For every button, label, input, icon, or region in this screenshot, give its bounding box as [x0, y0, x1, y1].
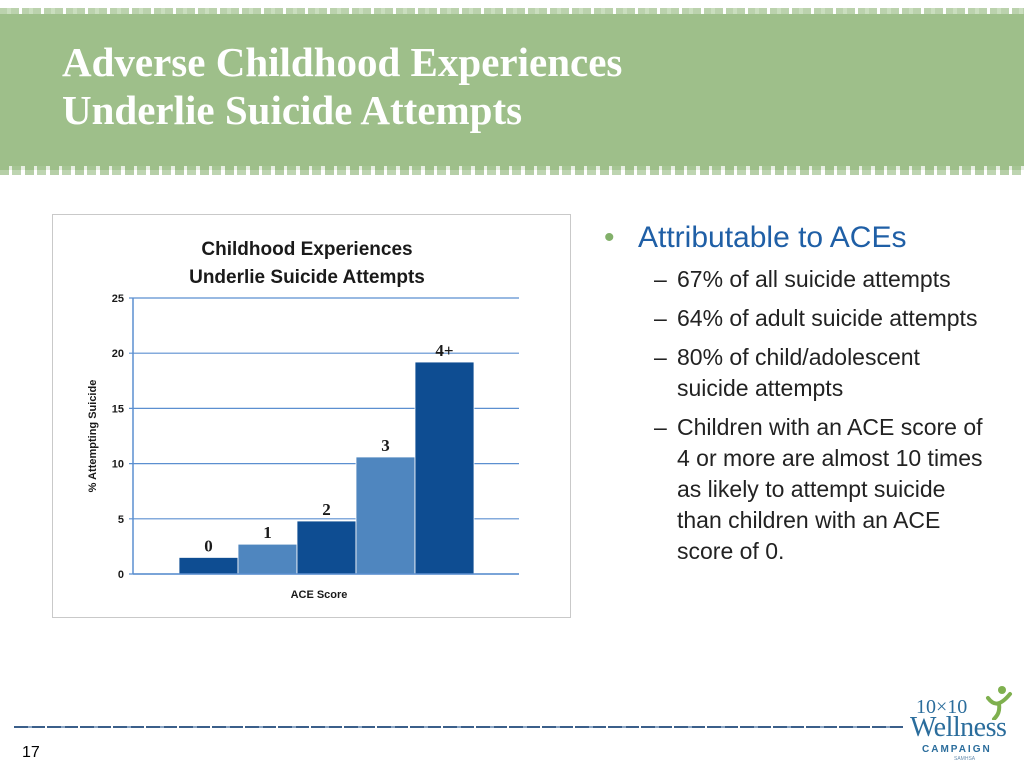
- sub-bullet-text: 67% of all suicide attempts: [677, 266, 951, 292]
- chart-title-line-1: Childhood Experiences: [201, 239, 412, 260]
- sub-bullet-item: – Children with an ACE score of 4 or more…: [604, 412, 983, 567]
- bar: [178, 557, 239, 575]
- bar: [237, 543, 298, 575]
- sub-bullet-list: –67% of all suicide attempts –64% of adu…: [604, 264, 1004, 567]
- footer-divider: [14, 726, 904, 728]
- sub-bullet-item: –67% of all suicide attempts: [604, 264, 983, 295]
- header-rough-edge-top: [0, 8, 1024, 18]
- bar-category-label: 3: [381, 436, 390, 455]
- dash-icon: –: [654, 344, 667, 370]
- bar: [296, 520, 357, 575]
- dash-icon: –: [654, 414, 667, 440]
- y-tick-label: 25: [112, 293, 124, 305]
- y-axis-label: % Attempting Suicide: [87, 380, 99, 493]
- chart-frame: Childhood Experiences Underlie Suicide A…: [52, 214, 571, 618]
- sub-bullet-item: –80% of child/adolescent suicide attempt…: [604, 342, 983, 404]
- slide-title: Adverse Childhood Experiences Underlie S…: [62, 38, 962, 134]
- y-axis-tick-labels: 0 5 10 15 20 25: [112, 293, 124, 581]
- sub-bullet-text: Children with an ACE score of 4 or more …: [677, 414, 983, 564]
- y-tick-label: 5: [118, 514, 124, 526]
- header-rough-edge-bottom: [0, 166, 1024, 175]
- slide-title-line-1: Adverse Childhood Experiences: [62, 39, 623, 85]
- logo-sub-text: SAMHSA: [954, 756, 976, 762]
- bar: [414, 361, 475, 575]
- logo-top-text: 10×10: [916, 696, 968, 718]
- logo-main-text: Wellness: [910, 712, 1007, 743]
- bar-category-label: 4+: [435, 341, 453, 360]
- person-figure-icon: [986, 686, 1012, 720]
- bar-category-label: 0: [204, 536, 213, 555]
- chart-title-line-2: Underlie Suicide Attempts: [189, 267, 425, 288]
- wellness-campaign-logo: 10×10 Wellness CAMPAIGN SAMHSA: [910, 684, 1014, 762]
- ace-suicide-bar-chart: Childhood Experiences Underlie Suicide A…: [87, 239, 519, 601]
- bullet-dot-icon: •: [604, 221, 615, 254]
- y-tick-label: 20: [112, 348, 124, 360]
- y-tick-label: 0: [118, 569, 124, 581]
- bar: [355, 456, 416, 575]
- y-tick-label: 15: [112, 403, 124, 415]
- sub-bullet-text: 80% of child/adolescent suicide attempts: [677, 344, 920, 401]
- page-number: 17: [22, 744, 40, 761]
- bullet-list: • Attributable to ACEs –67% of all suici…: [604, 218, 1004, 575]
- title-banner: [0, 14, 1024, 170]
- chart-bars: [178, 361, 475, 575]
- y-tick-label: 10: [112, 459, 124, 471]
- slide-title-line-2: Underlie Suicide Attempts: [62, 87, 523, 133]
- logo-campaign-text: CAMPAIGN: [922, 744, 992, 755]
- bar-category-label: 1: [263, 523, 272, 542]
- sub-bullet-item: –64% of adult suicide attempts: [604, 303, 983, 334]
- bar-category-label: 2: [322, 500, 331, 519]
- sub-bullet-text: 64% of adult suicide attempts: [677, 305, 978, 331]
- x-axis-label: ACE Score: [291, 589, 348, 601]
- bullet-main-text: Attributable to ACEs: [638, 221, 907, 254]
- dash-icon: –: [654, 305, 667, 331]
- bullet-main: • Attributable to ACEs: [604, 218, 1004, 258]
- dash-icon: –: [654, 266, 667, 292]
- bar-category-labels: 0 1 2 3 4+: [204, 341, 453, 555]
